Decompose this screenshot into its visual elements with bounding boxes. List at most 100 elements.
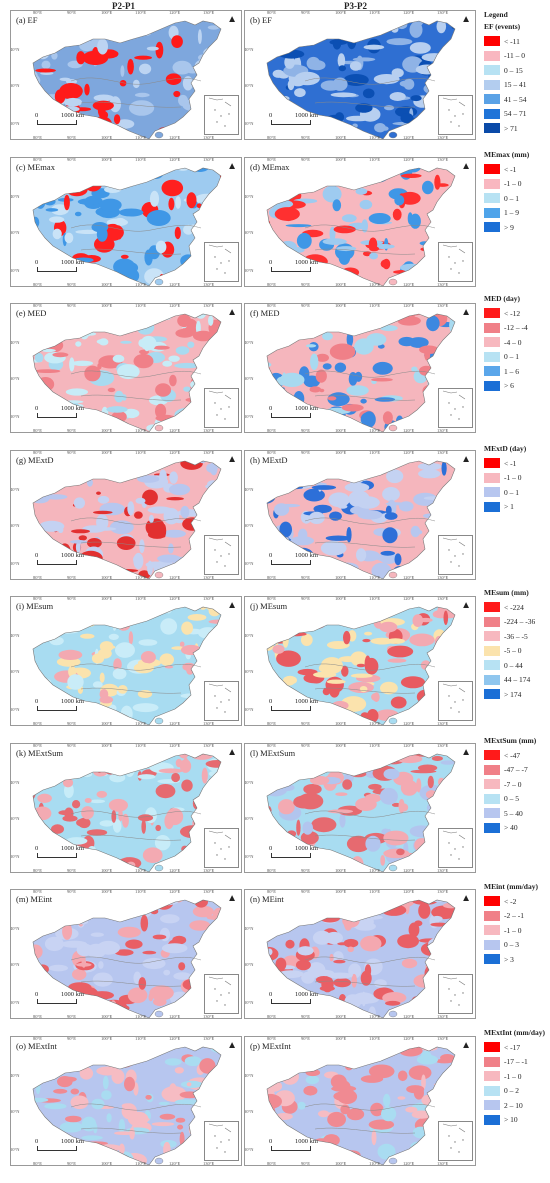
map-patch: [89, 856, 99, 863]
map-patch: [193, 812, 206, 828]
latitude-tick: 30°N: [244, 522, 254, 528]
map-patch: [303, 783, 322, 794]
map-patch: [216, 477, 221, 487]
map-patch: [161, 523, 167, 537]
map-patch: [201, 767, 208, 784]
map-patch: [324, 119, 340, 136]
map-patch: [33, 54, 35, 65]
map-patch: [34, 352, 44, 363]
map-patch: [36, 21, 50, 29]
map-patch: [387, 658, 407, 663]
map-patch: [383, 830, 409, 845]
south-china-sea-inset: [438, 241, 473, 282]
longitude-tick-top: 120°E: [169, 449, 181, 455]
longitude-tick-bottom: 90°E: [301, 1014, 311, 1019]
island-shape: [388, 424, 398, 432]
map-patch: [280, 614, 289, 619]
map-patch: [298, 1046, 315, 1048]
map-patch: [89, 799, 106, 803]
map-patch: [287, 79, 295, 91]
map-patch: [376, 317, 385, 322]
map-patch: [276, 622, 291, 635]
map-patch: [33, 187, 47, 193]
map-patch: [292, 314, 302, 320]
legend-item: > 6: [484, 379, 548, 394]
map-patch: [397, 934, 419, 949]
map-patch: [109, 125, 118, 135]
legend-label: 15 – 41: [504, 80, 527, 90]
longitude-tick-bottom: 80°E: [267, 721, 277, 726]
map-patch: [155, 414, 176, 422]
legend-item: -12 – -4: [484, 321, 548, 336]
map-patch: [417, 462, 442, 470]
map-patch: [362, 755, 372, 772]
longitude-tick-bottom: 130°E: [437, 135, 449, 140]
map-patch: [315, 369, 327, 383]
map-patch: [281, 314, 289, 325]
map-patch: [33, 471, 46, 476]
map-patch: [267, 1093, 282, 1109]
legend-item: < -2: [484, 894, 548, 909]
map-patch: [168, 483, 191, 495]
map-patch: [306, 56, 321, 70]
longitude-tick-bottom: 120°E: [403, 1014, 415, 1019]
legend-label: > 9: [504, 222, 514, 232]
map-patch: [377, 1143, 396, 1160]
map-patch: [205, 371, 217, 387]
map-patch: [49, 910, 55, 925]
map-patch: [163, 1141, 171, 1157]
map-patch: [83, 1140, 109, 1145]
map-patch: [175, 1117, 186, 1123]
longitude-tick-bottom: 120°E: [403, 574, 415, 580]
map-patch: [344, 172, 353, 185]
north-arrow-icon: ▲: [227, 1039, 237, 1051]
map-patch: [188, 1121, 201, 1136]
map-patch: [379, 621, 398, 633]
map-patch: [189, 842, 196, 852]
map-patch: [159, 1113, 176, 1120]
map-patch: [398, 500, 414, 511]
map-patch: [58, 649, 83, 660]
map-patch: [175, 328, 195, 338]
longitude-tick-top: 120°E: [403, 10, 415, 15]
north-arrow-icon: ▲: [461, 600, 471, 611]
map-patch: [122, 1052, 138, 1056]
legend-swatch: [484, 1042, 500, 1053]
island-shape: [154, 717, 164, 725]
map-patch: [267, 42, 268, 56]
map-patch: [428, 689, 437, 698]
scale-distance-label: 1000 km: [295, 1137, 318, 1145]
map-patch: [207, 25, 220, 30]
longitude-tick-bottom: 90°E: [67, 281, 77, 287]
map-patch: [206, 462, 217, 473]
map-patch: [286, 829, 297, 837]
map-patch: [278, 49, 305, 59]
map-patch: [33, 822, 40, 834]
longitude-tick-top: 80°E: [267, 156, 277, 162]
map-patch: [368, 237, 378, 251]
longitude-tick-top: 100°E: [335, 1035, 347, 1041]
map-patch: [419, 345, 439, 354]
latitude-tick: 30°N: [10, 1108, 20, 1114]
map-patch: [197, 803, 212, 810]
map-patch: [121, 21, 135, 24]
map-patch: [286, 314, 310, 327]
map-patch: [189, 399, 204, 411]
longitude-tick-top: 80°E: [33, 742, 43, 748]
map-patch: [62, 777, 74, 787]
map-patch: [384, 511, 398, 520]
map-patch: [297, 319, 320, 329]
map-patch: [119, 1143, 125, 1154]
map-patch: [204, 1101, 221, 1108]
map-patch: [444, 911, 455, 919]
map-patch: [280, 977, 288, 990]
longitude-tick-top: 90°E: [301, 889, 311, 894]
map-patch: [361, 464, 386, 476]
longitude-tick-bottom: 110°E: [369, 281, 381, 287]
longitude-tick-bottom: 120°E: [169, 1160, 181, 1166]
map-patch: [364, 655, 371, 672]
map-patch: [68, 710, 85, 715]
china-map: [32, 899, 222, 1018]
map-patch: [42, 1011, 57, 1016]
map-patch: [56, 907, 83, 917]
